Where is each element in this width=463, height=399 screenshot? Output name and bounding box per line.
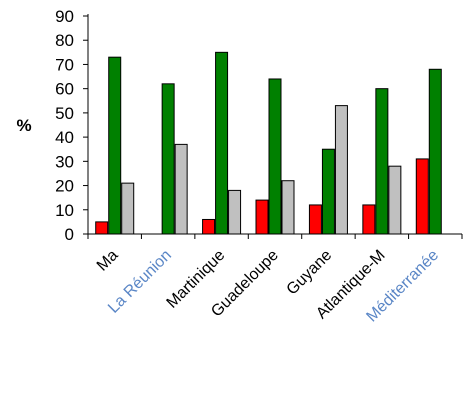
bar xyxy=(255,199,269,235)
bar xyxy=(161,83,175,235)
bar xyxy=(362,204,376,235)
x-tick-label: Ma xyxy=(94,247,122,275)
y-tick-label: 10 xyxy=(55,201,74,220)
y-tick-label: 70 xyxy=(55,55,74,74)
y-tick-label: 80 xyxy=(55,31,74,50)
bar xyxy=(121,182,135,235)
y-tick-label: 90 xyxy=(55,7,74,26)
y-tick-label: 0 xyxy=(65,225,74,244)
bar xyxy=(428,68,442,235)
bar xyxy=(215,51,229,235)
bar xyxy=(334,105,348,235)
x-tick-label: Guyane xyxy=(284,247,336,299)
bar xyxy=(375,88,389,235)
y-tick-label: 20 xyxy=(55,177,74,196)
y-tick-label: 40 xyxy=(55,128,74,147)
bars-group xyxy=(95,51,442,235)
bar xyxy=(321,148,335,235)
bar xyxy=(308,204,322,235)
bar xyxy=(174,143,188,235)
bar xyxy=(95,221,109,235)
bar xyxy=(388,165,402,235)
y-axis-label: % xyxy=(16,116,31,135)
bar xyxy=(415,158,429,235)
y-axis-ticks: 0 10 20 30 40 50 60 70 80 90 xyxy=(55,7,88,244)
y-tick-label: 30 xyxy=(55,152,74,171)
bar xyxy=(228,189,242,235)
axes xyxy=(87,14,463,239)
bar xyxy=(268,78,282,235)
bar xyxy=(108,56,122,235)
bar xyxy=(281,180,295,235)
bar xyxy=(202,218,216,235)
y-tick-label: 60 xyxy=(55,80,74,99)
y-tick-label: 50 xyxy=(55,104,74,123)
